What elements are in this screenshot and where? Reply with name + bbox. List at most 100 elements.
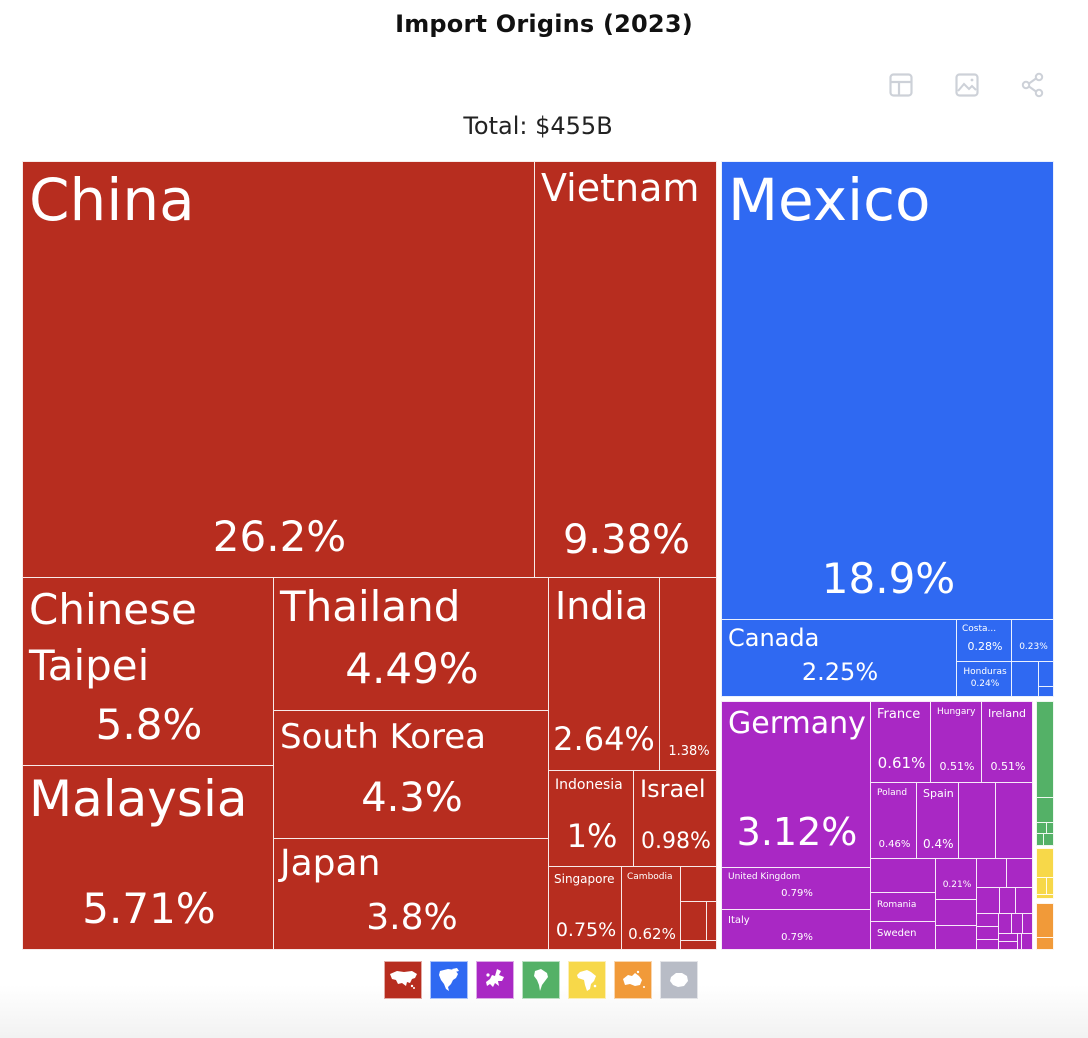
cell-europe-small-1[interactable]	[958, 782, 996, 859]
legend-south-america[interactable]	[522, 961, 560, 999]
cell-label: Spain	[923, 787, 954, 800]
cell-sweden[interactable]: Sweden	[870, 921, 936, 950]
cell-africa-4[interactable]	[1036, 894, 1054, 899]
share-icon	[1021, 72, 1044, 98]
cell-samerica-1[interactable]	[1036, 701, 1054, 798]
cell-ireland[interactable]: Ireland 0.51%	[981, 701, 1033, 783]
cell-spain[interactable]: Spain 0.4%	[916, 782, 959, 859]
cell-europe-unlabeled-1[interactable]: 0.21%	[935, 858, 977, 900]
cell-united-kingdom[interactable]: United Kingdom 0.79%	[721, 867, 871, 910]
cell-americas-small-2[interactable]	[1038, 661, 1054, 687]
cell-americas-small-3[interactable]	[1038, 686, 1054, 697]
cell-india[interactable]: India 2.64%	[548, 577, 660, 771]
cell-samerica-6[interactable]	[1043, 833, 1054, 846]
cell-label: Germany	[728, 706, 866, 741]
cell-value: 0.79%	[781, 932, 813, 943]
cell-europe-small-3[interactable]	[870, 858, 936, 893]
cell-costa-rica[interactable]: Costa... 0.28%	[956, 619, 1012, 662]
legend-oceania[interactable]	[614, 961, 652, 999]
oceania-map-icon	[623, 970, 645, 988]
chart-title: Import Origins (2023)	[395, 10, 693, 38]
cell-asia-small-2[interactable]	[680, 901, 707, 941]
cell-europe-small-12[interactable]	[976, 926, 999, 940]
cell-europe-small-16[interactable]	[1022, 913, 1033, 934]
download-image-button[interactable]	[954, 70, 1020, 100]
cell-asia-small-1[interactable]	[680, 866, 717, 902]
cell-label: United Kingdom	[728, 872, 801, 882]
cell-japan[interactable]: Japan 3.8%	[273, 838, 549, 950]
cell-poland[interactable]: Poland 0.46%	[870, 782, 917, 859]
cell-cambodia[interactable]: Cambodia 0.62%	[621, 866, 681, 950]
cell-italy[interactable]: Italy 0.79%	[721, 909, 871, 950]
cell-europe-small-20[interactable]	[1021, 933, 1033, 950]
table-view-button[interactable]	[888, 70, 954, 100]
cell-europe-small-2[interactable]	[995, 782, 1033, 859]
cell-label: Romania	[877, 900, 917, 910]
share-button[interactable]	[1020, 70, 1086, 100]
cell-value: 0.4%	[923, 837, 954, 851]
cell-honduras[interactable]: Honduras 0.24%	[956, 661, 1012, 697]
cell-label: South Korea	[280, 717, 487, 757]
cell-label: Italy	[728, 915, 750, 926]
cell-asia-small-3[interactable]	[706, 901, 717, 941]
africa-map-icon	[577, 970, 597, 991]
cell-romania[interactable]: Romania	[870, 892, 936, 922]
cell-label: Israel	[640, 775, 706, 803]
cell-value: 0.79%	[781, 888, 813, 899]
legend-antarctica[interactable]	[660, 961, 698, 999]
legend-europe[interactable]	[476, 961, 514, 999]
cell-europe-small-13[interactable]	[976, 939, 999, 950]
cell-value: 0.21%	[942, 880, 972, 890]
table-icon	[889, 73, 913, 97]
cell-oceania-1[interactable]	[1036, 903, 1054, 938]
cell-malaysia[interactable]: Malaysia 5.71%	[22, 765, 274, 950]
cell-singapore[interactable]: Singapore 0.75%	[548, 866, 622, 950]
cell-france[interactable]: France 0.61%	[870, 701, 931, 783]
continent-legend	[384, 961, 698, 999]
cell-label: Canada	[728, 624, 820, 652]
cell-europe-small-7[interactable]	[1006, 858, 1033, 888]
cell-thailand[interactable]: Thailand 4.49%	[273, 577, 549, 711]
chart-subtitle-total: Total: $455B	[463, 112, 613, 140]
europe-map-icon	[486, 969, 504, 987]
cell-americas-small-1[interactable]	[1011, 661, 1039, 697]
cell-europe-small-4[interactable]	[935, 899, 977, 926]
cell-indonesia[interactable]: Indonesia 1%	[548, 770, 634, 867]
cell-canada[interactable]: Canada 2.25%	[721, 619, 957, 697]
cell-label: Honduras	[963, 667, 1007, 677]
cell-europe-small-14[interactable]	[998, 913, 1012, 934]
cell-europe-small-8[interactable]	[976, 887, 1000, 914]
cell-israel[interactable]: Israel 0.98%	[633, 770, 717, 867]
cell-label: Cambodia	[627, 872, 673, 882]
cell-samerica-2[interactable]	[1036, 797, 1054, 823]
cell-europe-small-5[interactable]	[935, 925, 977, 950]
cell-europe-small-10[interactable]	[1015, 887, 1033, 914]
cell-asia-unlabeled-1[interactable]: 1.38%	[659, 577, 717, 771]
cell-label: Ireland	[988, 707, 1027, 720]
cell-value: 0.51%	[939, 760, 975, 773]
cell-americas-unlabeled-1[interactable]: 0.23%	[1011, 619, 1054, 662]
cell-hungary[interactable]: Hungary 0.51%	[930, 701, 982, 783]
cell-africa-1[interactable]	[1036, 848, 1054, 878]
cell-europe-small-9[interactable]	[999, 887, 1016, 914]
cell-chinese-taipei[interactable]: Chinese Taipei 5.8%	[22, 577, 274, 766]
cell-label: India	[555, 584, 649, 628]
legend-asia[interactable]	[384, 961, 422, 999]
cell-europe-small-11[interactable]	[976, 913, 999, 927]
cell-south-korea[interactable]: South Korea 4.3%	[273, 710, 549, 839]
cell-africa-3[interactable]	[1046, 877, 1054, 895]
antarctica-map-icon	[670, 973, 688, 987]
cell-china[interactable]: China 26.2%	[22, 161, 535, 578]
cell-asia-small-4[interactable]	[680, 940, 717, 950]
cell-europe-small-6[interactable]	[976, 858, 1007, 888]
legend-north-america[interactable]	[430, 961, 468, 999]
cell-vietnam[interactable]: Vietnam 9.38%	[534, 161, 717, 578]
cell-mexico[interactable]: Mexico 18.9%	[721, 161, 1054, 620]
legend-africa[interactable]	[568, 961, 606, 999]
cell-value: 0.51%	[990, 760, 1026, 773]
cell-oceania-2[interactable]	[1036, 937, 1054, 950]
cell-value: 0.46%	[878, 839, 911, 850]
cell-label: Sweden	[877, 928, 917, 939]
cell-europe-small-18[interactable]	[998, 941, 1018, 950]
cell-germany[interactable]: Germany 3.12%	[721, 701, 871, 868]
